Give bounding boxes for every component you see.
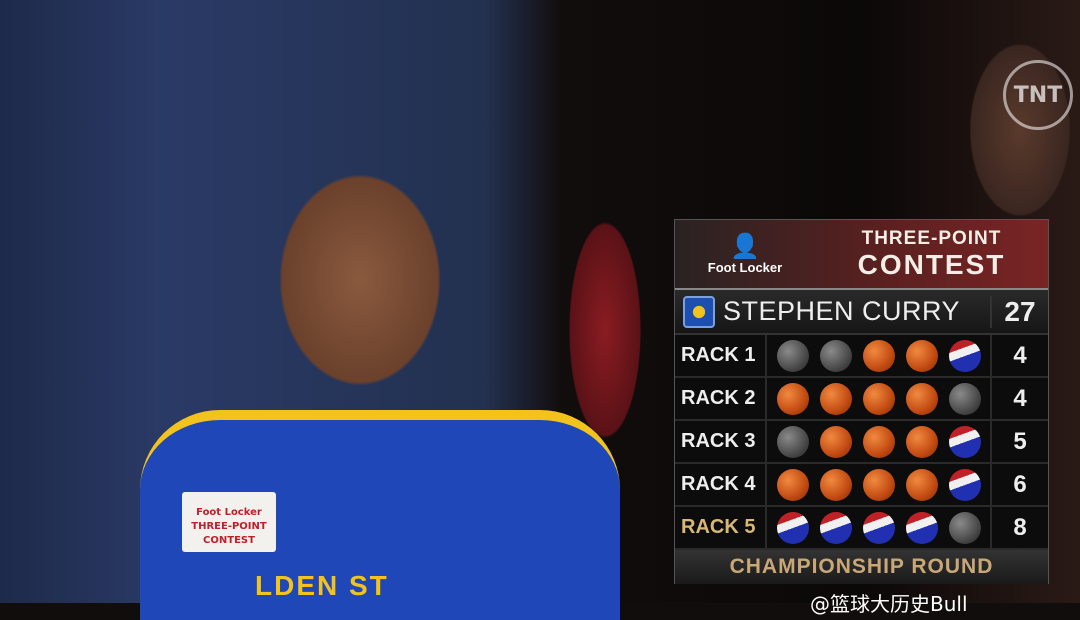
make-ball-icon [905,382,938,415]
scoreboard-header: 👤 Foot Locker THREE-POINT CONTEST [675,220,1048,290]
make-ball-icon [819,468,852,501]
miss-ball-icon [776,425,809,458]
player-name: STEPHEN CURRY [723,296,961,326]
rack-score: 4 [990,335,1048,376]
rack-row: RACK 5 8 [675,507,1048,550]
make-ball-icon [776,468,809,501]
money-ball-icon [948,425,981,458]
rack-label: RACK 3 [675,421,767,462]
rack-balls [767,468,990,501]
total-score: 27 [990,295,1048,328]
money-ball-icon [948,339,981,372]
rack-score: 4 [990,378,1048,419]
make-ball-icon [905,468,938,501]
miss-ball-icon [776,339,809,372]
miss-ball-icon [948,511,981,544]
warriors-logo-icon [683,295,715,328]
jersey-lettering: LDEN ST [255,570,389,601]
make-ball-icon [862,425,895,458]
foot-locker-logo: 👤 Foot Locker [675,232,815,275]
money-ball-icon [776,511,809,544]
make-ball-icon [819,382,852,415]
make-ball-icon [862,339,895,372]
jersey-patch: Foot Locker THREE-POINT CONTEST [182,492,276,552]
make-ball-icon [819,425,852,458]
rack-balls [767,382,990,415]
rack-row: RACK 1 4 [675,335,1048,378]
make-ball-icon [776,382,809,415]
rack-row: RACK 2 4 [675,378,1048,421]
rack-label: RACK 5 [675,507,767,548]
player-row: STEPHEN CURRY 27 [675,290,1048,335]
make-ball-icon [905,425,938,458]
rack-balls [767,339,990,372]
rack-score: 5 [990,421,1048,462]
rack-row: RACK 3 5 [675,421,1048,464]
miss-ball-icon [819,339,852,372]
money-ball-icon [819,511,852,544]
make-ball-icon [862,382,895,415]
money-ball-icon [862,511,895,544]
make-ball-icon [905,339,938,372]
rack-score: 8 [990,507,1048,548]
referee-icon: 👤 [730,232,760,260]
rack-row: RACK 4 6 [675,464,1048,507]
scoreboard: 👤 Foot Locker THREE-POINT CONTEST STEPHE… [674,219,1049,584]
rack-balls [767,511,990,544]
rack-label: RACK 1 [675,335,767,376]
contest-title: THREE-POINT CONTEST [857,228,1006,280]
miss-ball-icon [948,382,981,415]
rack-balls [767,425,990,458]
round-label: CHAMPIONSHIP ROUND [675,550,1048,584]
make-ball-icon [862,468,895,501]
rack-score: 6 [990,464,1048,505]
rack-label: RACK 2 [675,378,767,419]
money-ball-icon [905,511,938,544]
money-ball-icon [948,468,981,501]
tnt-logo: TNT [1003,60,1073,130]
rack-label: RACK 4 [675,464,767,505]
